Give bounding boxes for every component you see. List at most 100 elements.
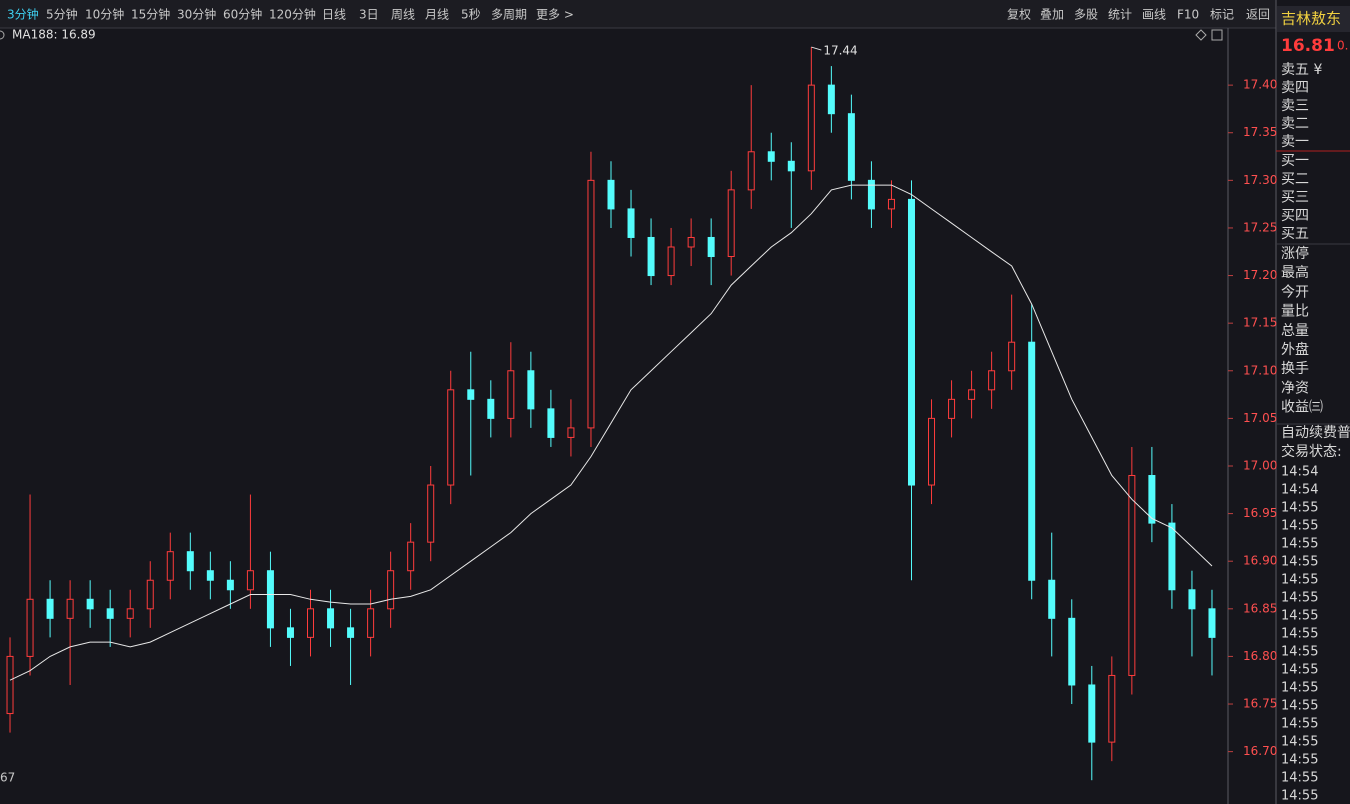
period-tab[interactable]: 5分钟 (46, 7, 78, 22)
candle-body (847, 113, 855, 181)
max-pointer (811, 46, 822, 51)
tool-button[interactable]: F10 (1177, 8, 1199, 22)
candle-body (707, 236, 715, 258)
quote-label: 买四 (1281, 208, 1309, 224)
trade-time: 14:55 (1281, 573, 1318, 588)
trade-time: 14:55 (1281, 717, 1318, 732)
tool-button[interactable]: 复权 (1007, 8, 1031, 22)
quote-label: 卖一 (1281, 134, 1309, 150)
candle-body (1168, 522, 1176, 591)
candle-body (427, 484, 435, 543)
y-tick-label: 16.80 (1243, 649, 1277, 663)
trade-time: 14:55 (1281, 591, 1318, 606)
quote-label: 买三 (1281, 190, 1309, 206)
trade-time: 14:55 (1281, 753, 1318, 768)
change: 0. (1337, 39, 1348, 53)
quote-label: 外盘 (1281, 341, 1309, 358)
candle-body (1208, 608, 1216, 638)
quote-label: 收益㈢ (1281, 400, 1323, 416)
trade-time: 14:54 (1281, 483, 1318, 498)
tool-button[interactable]: 多股 (1074, 8, 1098, 22)
candle-body (787, 160, 795, 172)
y-tick-label: 16.90 (1243, 554, 1277, 568)
quote-label: 涨停 (1281, 245, 1309, 262)
candle-body (988, 370, 996, 391)
quote-label: 卖三 (1281, 98, 1309, 114)
trade-time: 14:55 (1281, 555, 1318, 570)
candle-body (407, 541, 415, 572)
candle-body (166, 551, 174, 581)
trade-time: 14:55 (1281, 609, 1318, 624)
y-tick-label: 17.20 (1243, 268, 1277, 282)
candle-body (607, 179, 615, 210)
candle-body (26, 598, 34, 657)
candle-body (146, 579, 154, 610)
candle-body (827, 84, 835, 115)
y-tick-label: 17.35 (1243, 125, 1277, 139)
trade-time: 14:55 (1281, 735, 1318, 750)
candle-body (467, 389, 475, 400)
candle-body (266, 570, 274, 629)
period-tab[interactable]: 30分钟 (177, 7, 216, 22)
period-tab[interactable]: 15分钟 (131, 7, 170, 22)
quote-label: 量比 (1281, 304, 1309, 320)
period-tab[interactable]: 120分钟 (269, 7, 316, 22)
candle-body (968, 389, 976, 400)
ma-label: MA188: 16.89 (12, 28, 96, 42)
period-tab[interactable]: 60分钟 (223, 7, 262, 22)
candle-body (367, 608, 375, 638)
y-tick-label: 17.00 (1243, 458, 1277, 472)
y-tick-label: 17.40 (1243, 78, 1277, 92)
candle-body (1068, 617, 1076, 686)
tool-button[interactable]: 标记 (1210, 8, 1234, 22)
period-tab[interactable]: 周线 (391, 8, 415, 22)
candle-body (887, 198, 895, 210)
quote-label: 换手 (1281, 360, 1309, 377)
candle-body (1008, 341, 1016, 372)
trade-time: 14:55 (1281, 681, 1318, 696)
candle-body (186, 551, 194, 572)
indicator-icon[interactable] (0, 30, 5, 40)
stock-name-bg (1277, 6, 1350, 32)
tool-button[interactable]: 画线 (1142, 8, 1166, 22)
period-tab[interactable]: 3日 (359, 8, 379, 22)
max-annotation: 17.44 (823, 44, 857, 58)
trade-time: 14:55 (1281, 663, 1318, 678)
quote-label: 买一 (1281, 153, 1309, 169)
tool-button[interactable]: 叠加 (1040, 8, 1064, 22)
candle-body (727, 189, 735, 258)
period-tab[interactable]: 日线 (322, 8, 346, 22)
candle-body (226, 579, 234, 591)
period-tab[interactable]: 10分钟 (85, 7, 124, 22)
candle-body (86, 598, 94, 610)
period-tab[interactable]: 3分钟 (7, 7, 39, 22)
y-tick-label: 17.30 (1243, 173, 1277, 187)
trade-time: 14:55 (1281, 627, 1318, 642)
candle-body (527, 370, 535, 410)
candle-body (206, 570, 214, 581)
footer-text: 67 (0, 771, 15, 785)
candle-body (307, 608, 315, 638)
trade-status: 交易状态: (1281, 443, 1342, 460)
auto-renew[interactable]: 自动续费普 (1281, 424, 1350, 441)
candle-body (1088, 684, 1096, 743)
trade-time: 14:55 (1281, 501, 1318, 516)
candle-body (1128, 475, 1136, 676)
ma-line (9, 184, 1213, 681)
trade-time: 14:55 (1281, 537, 1318, 552)
tool-button[interactable]: 返回 (1246, 8, 1270, 22)
period-tab[interactable]: 月线 (425, 8, 449, 22)
candle-body (1108, 674, 1116, 743)
y-tick-label: 17.15 (1243, 316, 1277, 330)
candle-body (286, 627, 294, 638)
window-icon[interactable] (1211, 29, 1223, 41)
candle-body (487, 398, 495, 419)
period-tab[interactable]: 多周期 (491, 8, 527, 22)
tool-button[interactable]: 统计 (1108, 8, 1132, 22)
stock-name: 吉林敖东 (1281, 10, 1341, 28)
period-tab[interactable]: 更多 > (536, 8, 574, 22)
period-tab[interactable]: 5秒 (461, 8, 481, 22)
diamond-icon[interactable] (1195, 29, 1207, 41)
